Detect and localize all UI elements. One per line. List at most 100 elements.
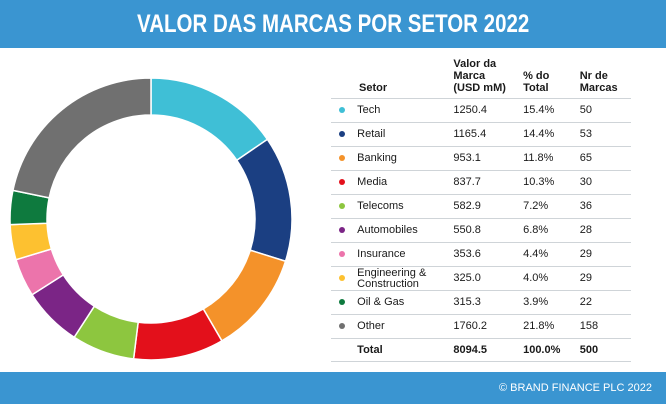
legend-dot-cell <box>331 266 352 291</box>
legend-dot <box>339 227 345 233</box>
copyright-text: © BRAND FINANCE PLC 2022 <box>499 382 652 394</box>
sector-percent: 14.4% <box>519 122 576 147</box>
sector-name-line: Automobiles <box>357 224 418 236</box>
table-row: Engineering & Construction 325.0 4.0% 29 <box>331 266 631 291</box>
header-value: Valor da Marca (USD mM) <box>449 58 520 99</box>
sector-name-line: Banking <box>357 152 397 164</box>
sector-value: 1250.4 <box>449 98 520 123</box>
table-row: Banking 953.1 11.8% 65 <box>331 146 631 171</box>
sector-name: Banking <box>351 146 450 171</box>
legend-dot <box>339 323 345 329</box>
legend-dot-cell <box>331 314 352 339</box>
legend-dot-cell <box>331 170 352 195</box>
table-row: Automobiles 550.8 6.8% 28 <box>331 218 631 243</box>
chart-title: VALOR DAS MARCAS POR SETOR 2022 <box>136 9 530 38</box>
table-row: Media 837.7 10.3% 30 <box>331 170 631 195</box>
sector-percent: 7.2% <box>519 194 576 219</box>
header-count-line: Nr de <box>579 70 608 82</box>
sector-name-line: Telecoms <box>357 200 404 212</box>
sector-name: Retail <box>351 122 450 147</box>
donut-slice-other <box>12 78 152 199</box>
title-banner: VALOR DAS MARCAS POR SETOR 2022 <box>0 0 666 48</box>
table-row: Telecoms 582.9 7.2% 36 <box>331 194 631 219</box>
sector-name-line: Retail <box>357 128 386 140</box>
legend-dot <box>339 203 345 209</box>
sector-value: 315.3 <box>449 290 520 315</box>
sector-value: 353.6 <box>449 242 520 267</box>
legend-dot <box>339 155 345 161</box>
donut-slice-retail <box>235 138 292 263</box>
sector-count: 53 <box>575 122 631 147</box>
sector-count: 22 <box>575 290 631 315</box>
sector-name-line: Engineering & <box>357 266 427 279</box>
table-row: Retail 1165.4 14.4% 53 <box>331 122 631 147</box>
sector-name-line: Media <box>357 176 388 188</box>
donut-slice-tech <box>150 78 269 162</box>
header-sector: Setor <box>331 58 450 99</box>
legend-dot-cell <box>331 146 352 171</box>
total-percent: 100.0% <box>519 338 576 362</box>
sector-name: Other <box>351 314 450 339</box>
total-label: Total <box>351 338 450 362</box>
header-percent-line: % do <box>523 70 550 82</box>
sector-percent: 4.4% <box>519 242 576 267</box>
sector-percent: 3.9% <box>519 290 576 315</box>
sector-count: 29 <box>575 266 631 291</box>
legend-dot <box>339 251 345 257</box>
sector-name: Oil & Gas <box>351 290 450 315</box>
sector-name: Automobiles <box>351 218 450 243</box>
sector-name-line: Construction <box>357 277 419 290</box>
header-count-line: Marcas <box>579 82 618 94</box>
table-row: Insurance 353.6 4.4% 29 <box>331 242 631 267</box>
sector-name: Telecoms <box>351 194 450 219</box>
sector-name-line: Other <box>357 320 385 332</box>
sector-percent: 21.8% <box>519 314 576 339</box>
table-row: Tech 1250.4 15.4% 50 <box>331 98 631 123</box>
sector-value: 582.9 <box>449 194 520 219</box>
legend-dot-cell <box>331 122 352 147</box>
sector-name-line: Tech <box>357 104 381 116</box>
header-value-line: (USD mM) <box>453 82 506 94</box>
legend-dot-cell <box>331 218 352 243</box>
total-spacer <box>331 338 352 362</box>
sector-table: Setor Valor da Marca (USD mM) % do Total… <box>331 58 631 362</box>
donut-slice-banking <box>202 249 287 342</box>
sector-count: 50 <box>575 98 631 123</box>
sector-value: 1760.2 <box>449 314 520 339</box>
sector-count: 30 <box>575 170 631 195</box>
legend-dot <box>339 275 345 281</box>
legend-dot <box>339 299 345 305</box>
sector-value: 325.0 <box>449 266 520 291</box>
sector-value: 837.7 <box>449 170 520 195</box>
table-row: Other 1760.2 21.8% 158 <box>331 314 631 339</box>
header-percent-line: Total <box>523 82 549 94</box>
legend-dot <box>339 179 345 185</box>
legend-dot-cell <box>331 290 352 315</box>
legend-dot-cell <box>331 194 352 219</box>
donut-chart <box>10 78 292 360</box>
table-header-row: Setor Valor da Marca (USD mM) % do Total… <box>331 58 631 99</box>
total-value: 8094.5 <box>449 338 520 362</box>
sector-value: 953.1 <box>449 146 520 171</box>
sector-name: Engineering & Construction <box>351 266 450 291</box>
sector-count: 29 <box>575 242 631 267</box>
legend-dot <box>339 107 345 113</box>
table-row: Oil & Gas 315.3 3.9% 22 <box>331 290 631 315</box>
header-value-line: Marca <box>453 70 486 82</box>
sector-name: Tech <box>351 98 450 123</box>
sector-percent: 11.8% <box>519 146 576 171</box>
legend-dot <box>339 131 345 137</box>
sector-name: Insurance <box>351 242 450 267</box>
sector-percent: 4.0% <box>519 266 576 291</box>
sector-value: 550.8 <box>449 218 520 243</box>
sector-count: 36 <box>575 194 631 219</box>
legend-dot-cell <box>331 242 352 267</box>
sector-name-line: Oil & Gas <box>357 296 405 308</box>
sector-count: 158 <box>575 314 631 339</box>
sector-count: 28 <box>575 218 631 243</box>
legend-dot-cell <box>331 98 352 123</box>
sector-name-line: Insurance <box>357 248 406 260</box>
sector-value: 1165.4 <box>449 122 520 147</box>
sector-name: Media <box>351 170 450 195</box>
sector-count: 65 <box>575 146 631 171</box>
